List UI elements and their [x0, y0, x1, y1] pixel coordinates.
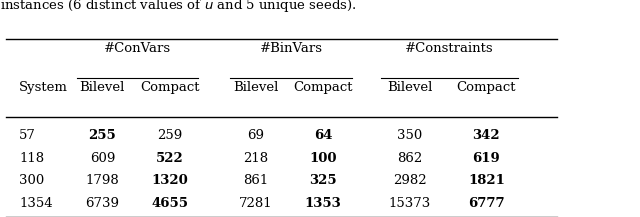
Text: 1320: 1320	[151, 174, 188, 187]
Text: 259: 259	[157, 129, 182, 142]
Text: instances (6 distinct values of $u$ and 5 unique seeds).: instances (6 distinct values of $u$ and …	[0, 0, 356, 14]
Text: 325: 325	[309, 174, 337, 187]
Text: Bilevel: Bilevel	[387, 81, 432, 94]
Text: 1353: 1353	[305, 197, 342, 210]
Text: System: System	[19, 81, 68, 94]
Text: 2982: 2982	[393, 174, 426, 187]
Text: 64: 64	[314, 129, 332, 142]
Text: 350: 350	[397, 129, 422, 142]
Text: Bilevel: Bilevel	[234, 81, 278, 94]
Text: 218: 218	[243, 152, 269, 165]
Text: 861: 861	[243, 174, 269, 187]
Text: 69: 69	[248, 129, 264, 142]
Text: 15373: 15373	[388, 197, 431, 210]
Text: 100: 100	[310, 152, 337, 165]
Text: 300: 300	[19, 174, 44, 187]
Text: 7281: 7281	[239, 197, 273, 210]
Text: 4655: 4655	[151, 197, 188, 210]
Text: 862: 862	[397, 152, 422, 165]
Text: Compact: Compact	[140, 81, 199, 94]
Text: 522: 522	[156, 152, 184, 165]
Text: Compact: Compact	[457, 81, 516, 94]
Text: 619: 619	[472, 152, 500, 165]
Text: 1821: 1821	[468, 174, 505, 187]
Text: #Constraints: #Constraints	[405, 42, 494, 55]
Text: 57: 57	[19, 129, 36, 142]
Text: Bilevel: Bilevel	[80, 81, 125, 94]
Text: 6739: 6739	[85, 197, 120, 210]
Text: #BinVars: #BinVars	[260, 42, 323, 55]
Text: 342: 342	[472, 129, 500, 142]
Text: 118: 118	[19, 152, 44, 165]
Text: 255: 255	[88, 129, 116, 142]
Text: 609: 609	[90, 152, 115, 165]
Text: #ConVars: #ConVars	[104, 42, 171, 55]
Text: Compact: Compact	[294, 81, 353, 94]
Text: 6777: 6777	[468, 197, 505, 210]
Text: 1354: 1354	[19, 197, 53, 210]
Text: 1798: 1798	[86, 174, 119, 187]
